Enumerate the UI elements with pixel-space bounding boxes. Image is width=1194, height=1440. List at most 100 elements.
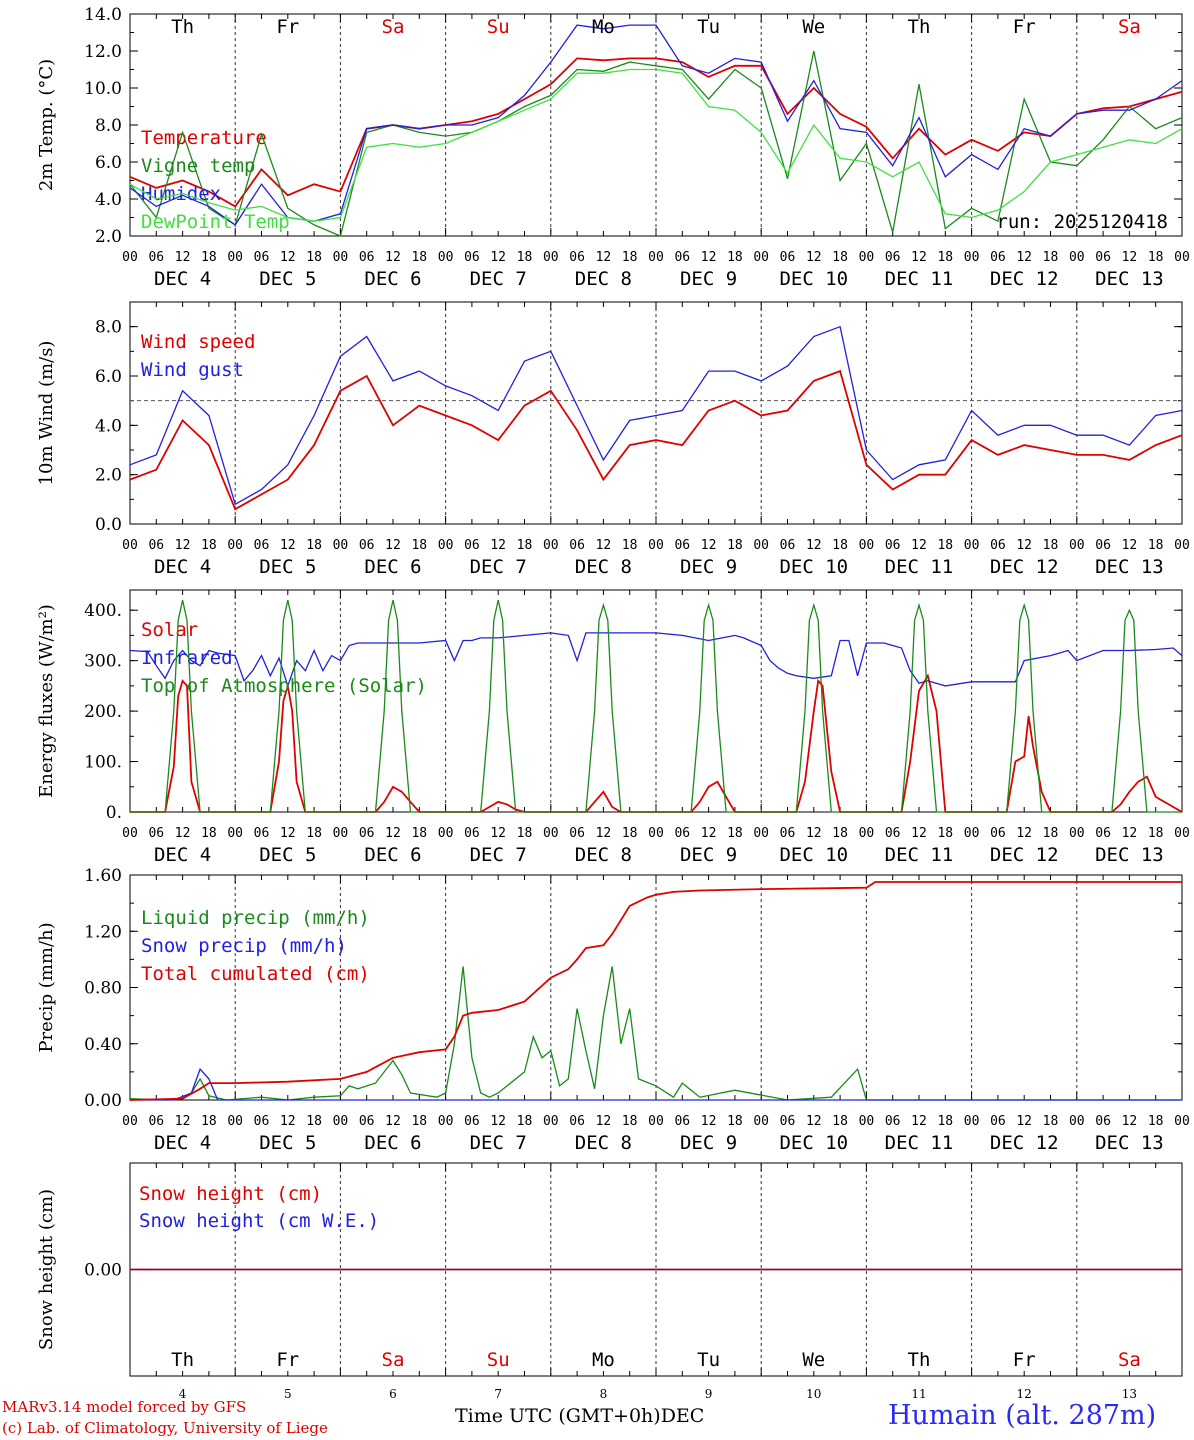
- wind-series-wind-gust: [129, 325, 1183, 506]
- bottom-weekday-label: We: [802, 1349, 825, 1371]
- bottom-day-number: 4: [179, 1387, 187, 1401]
- temp-hour-label: 00: [122, 250, 138, 265]
- x-axis-suffix: DEC: [660, 1405, 705, 1427]
- flux-date-label: DEC 7: [470, 844, 527, 866]
- temp-hour-label: 12: [385, 250, 401, 265]
- precip-hour-label: 18: [832, 1114, 848, 1129]
- precip-legend-2: Total cumulated (cm): [141, 963, 370, 985]
- precip-hour-label: 00: [753, 1114, 769, 1129]
- flux-hour-label: 00: [1069, 826, 1085, 841]
- flux-date-label: DEC 11: [885, 844, 954, 866]
- flux-date-label: DEC 10: [779, 844, 848, 866]
- temp-hour-label: 00: [1174, 250, 1190, 265]
- flux-hour-label: 12: [280, 826, 296, 841]
- precip-hour-label: 18: [306, 1114, 322, 1129]
- flux-date-label: DEC 8: [575, 844, 632, 866]
- bottom-day-number: 7: [494, 1387, 502, 1401]
- flux-series-infrared: [129, 632, 1183, 688]
- flux-date-label: DEC 13: [1095, 844, 1164, 866]
- flux-hour-label: 06: [780, 826, 796, 841]
- wind-hour-label: 18: [1148, 538, 1164, 553]
- flux-hour-label: 00: [859, 826, 875, 841]
- bottom-weekday-label: Fr: [1013, 1349, 1036, 1371]
- precip-legend-1: Snow precip (mm/h): [141, 935, 347, 957]
- precip-date-label: DEC 11: [885, 1132, 954, 1154]
- bottom-day-number: 11: [911, 1387, 926, 1401]
- wind-hour-label: 00: [964, 538, 980, 553]
- precip-hour-label: 06: [569, 1114, 585, 1129]
- top-weekday-label: We: [802, 16, 825, 38]
- temp-hour-label: 00: [438, 250, 454, 265]
- temp-series-temperature: [129, 57, 1183, 208]
- precip-date-label: DEC 6: [364, 1132, 421, 1154]
- wind-hour-label: 00: [122, 538, 138, 553]
- temp-y-tick-label: 14.0: [84, 5, 122, 25]
- flux-hour-label: 00: [438, 826, 454, 841]
- temp-hour-label: 00: [964, 250, 980, 265]
- bottom-day-number: 6: [389, 1387, 397, 1401]
- precip-date-label: DEC 5: [259, 1132, 316, 1154]
- precip-hour-label: 18: [1043, 1114, 1059, 1129]
- precip-hour-label: 00: [1069, 1114, 1085, 1129]
- wind-hour-label: 12: [490, 538, 506, 553]
- station-name: Humain (alt. 287m): [888, 1400, 1157, 1431]
- wind-hour-label: 12: [385, 538, 401, 553]
- bottom-weekday-label: Tu: [697, 1349, 720, 1371]
- flux-hour-label: 00: [648, 826, 664, 841]
- temp-hour-label: 06: [254, 250, 270, 265]
- wind-hour-label: 12: [175, 538, 191, 553]
- flux-hour-label: 06: [359, 826, 375, 841]
- temp-hour-label: 00: [333, 250, 349, 265]
- temp-legend-1: Vigne temp: [141, 155, 255, 177]
- flux-hour-label: 00: [227, 826, 243, 841]
- temp-hour-label: 06: [674, 250, 690, 265]
- bottom-weekday-label: Sa: [382, 1349, 405, 1371]
- temp-date-label: DEC 10: [779, 268, 848, 290]
- temp-date-label: DEC 11: [885, 268, 954, 290]
- wind-hour-label: 18: [832, 538, 848, 553]
- flux-date-label: DEC 12: [990, 844, 1059, 866]
- wind-hour-label: 00: [753, 538, 769, 553]
- bottom-day-number: 5: [284, 1387, 292, 1401]
- snow-y-tick-label: 0.00: [84, 1261, 122, 1281]
- precip-hour-label: 12: [1122, 1114, 1138, 1129]
- temp-hour-label: 06: [990, 250, 1006, 265]
- precip-hour-label: 00: [859, 1114, 875, 1129]
- temp-series-dewpoint-temp: [129, 68, 1183, 222]
- temp-hour-label: 00: [648, 250, 664, 265]
- flux-hour-label: 06: [148, 826, 164, 841]
- flux-series-top-of-atmosphere-solar-: [130, 599, 1182, 813]
- flux-hour-label: 00: [543, 826, 559, 841]
- snow-legend-0: Snow height (cm): [139, 1183, 322, 1205]
- precip-hour-label: 00: [648, 1114, 664, 1129]
- precip-date-label: DEC 12: [990, 1132, 1059, 1154]
- flux-hour-label: 06: [674, 826, 690, 841]
- flux-hour-label: 00: [753, 826, 769, 841]
- temp-hour-label: 12: [806, 250, 822, 265]
- wind-y-tick-label: 4.0: [95, 416, 122, 436]
- flux-hour-label: 18: [201, 826, 217, 841]
- flux-legend-2: Top of Atmosphere (Solar): [141, 675, 427, 697]
- temp-hour-label: 18: [411, 250, 427, 265]
- wind-hour-label: 18: [411, 538, 427, 553]
- precip-date-label: DEC 8: [575, 1132, 632, 1154]
- wind-date-label: DEC 11: [885, 556, 954, 578]
- bottom-weekday-label: Fr: [276, 1349, 299, 1371]
- wind-hour-label: 18: [937, 538, 953, 553]
- precip-hour-label: 12: [1016, 1114, 1032, 1129]
- wind-hour-label: 06: [464, 538, 480, 553]
- wind-date-label: DEC 8: [575, 556, 632, 578]
- flux-hour-label: 12: [175, 826, 191, 841]
- wind-hour-label: 00: [648, 538, 664, 553]
- temp-hour-label: 18: [937, 250, 953, 265]
- flux-y-tick-label: 400.: [84, 601, 122, 621]
- flux-legend-1: Infrared: [141, 647, 233, 669]
- wind-y-tick-label: 2.0: [95, 466, 122, 486]
- flux-hour-label: 12: [1122, 826, 1138, 841]
- precip-hour-label: 00: [438, 1114, 454, 1129]
- temp-hour-label: 12: [701, 250, 717, 265]
- flux-hour-label: 00: [964, 826, 980, 841]
- temp-date-label: DEC 5: [259, 268, 316, 290]
- wind-series-wind-speed: [129, 369, 1183, 511]
